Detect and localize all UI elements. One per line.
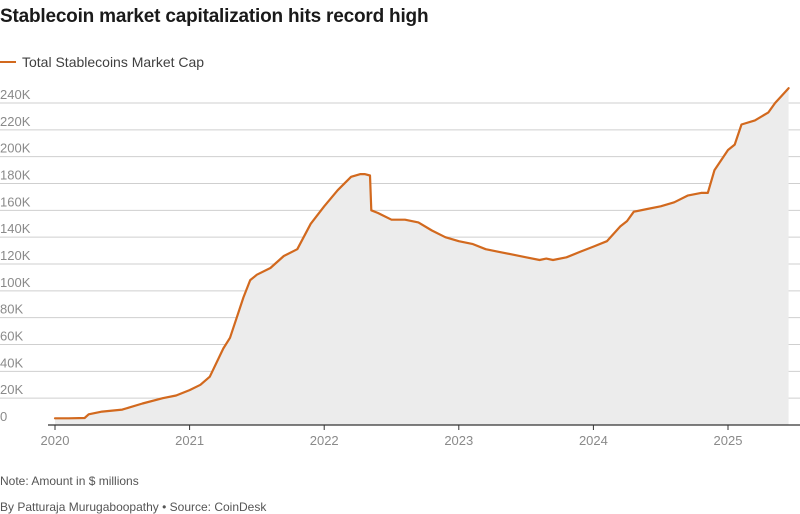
x-tick-label: 2024 xyxy=(579,433,608,448)
series-line-layer xyxy=(53,87,790,420)
y-tick-label: 0 xyxy=(0,409,7,424)
series-line xyxy=(53,87,790,420)
legend-label: Total Stablecoins Market Cap xyxy=(22,54,205,70)
legend-line-swatch xyxy=(0,61,16,63)
x-tick-label: 2020 xyxy=(41,433,70,448)
y-tick-label: 200K xyxy=(0,141,31,156)
x-axis-tick-labels: 2020 2021 2022 2023 2024 2025 xyxy=(41,433,743,448)
y-tick-label: 100K xyxy=(0,275,31,290)
y-tick-label: 120K xyxy=(0,248,31,263)
x-tick-label: 2022 xyxy=(310,433,339,448)
y-tick-label: 160K xyxy=(0,194,31,209)
y-axis-tick-labels: 0 20K 40K 60K 80K 100K 120K 140K 160K 180K 200K 220… xyxy=(0,87,31,424)
y-tick-label: 240K xyxy=(0,87,31,102)
legend: Total Stablecoins Market Cap xyxy=(0,53,204,71)
y-tick-label: 220K xyxy=(0,114,31,129)
byline-source: By Patturaja Murugaboopathy • Source: Co… xyxy=(0,500,267,514)
y-tick-label: 60K xyxy=(0,329,23,344)
y-tick-label: 80K xyxy=(0,302,23,317)
footnote: Note: Amount in $ millions xyxy=(0,474,139,488)
x-tick-label: 2023 xyxy=(444,433,473,448)
y-tick-label: 20K xyxy=(0,382,23,397)
y-tick-label: 180K xyxy=(0,168,31,183)
x-tick-label: 2021 xyxy=(175,433,204,448)
area-fill-layer xyxy=(55,88,789,425)
x-tick-label: 2025 xyxy=(714,433,743,448)
y-tick-label: 140K xyxy=(0,221,31,236)
chart-title: Stablecoin market capitalization hits re… xyxy=(0,6,429,27)
area-fill xyxy=(55,88,789,425)
x-axis xyxy=(48,424,800,430)
y-tick-label: 40K xyxy=(0,355,23,370)
